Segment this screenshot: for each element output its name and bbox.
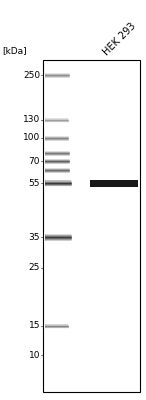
Text: 100: 100 [23, 134, 40, 142]
Bar [45, 72, 69, 78]
Bar [45, 150, 69, 156]
Bar [45, 136, 67, 140]
Text: 35: 35 [28, 232, 40, 242]
Text: [kDa]: [kDa] [2, 46, 27, 55]
Text: 130: 130 [23, 116, 40, 124]
Text: 10: 10 [28, 350, 40, 360]
Bar [45, 324, 67, 328]
Bar [45, 118, 67, 122]
Text: 70: 70 [28, 156, 40, 166]
Text: 250: 250 [23, 70, 40, 80]
Bar [89, 180, 138, 186]
Text: 25: 25 [29, 264, 40, 272]
Bar [45, 158, 69, 164]
Text: HEK 293: HEK 293 [102, 20, 138, 57]
Bar [43, 60, 140, 392]
Text: 15: 15 [28, 322, 40, 330]
Bar [45, 234, 71, 240]
Bar [45, 180, 71, 186]
Text: 55: 55 [28, 178, 40, 188]
Bar [45, 168, 69, 172]
